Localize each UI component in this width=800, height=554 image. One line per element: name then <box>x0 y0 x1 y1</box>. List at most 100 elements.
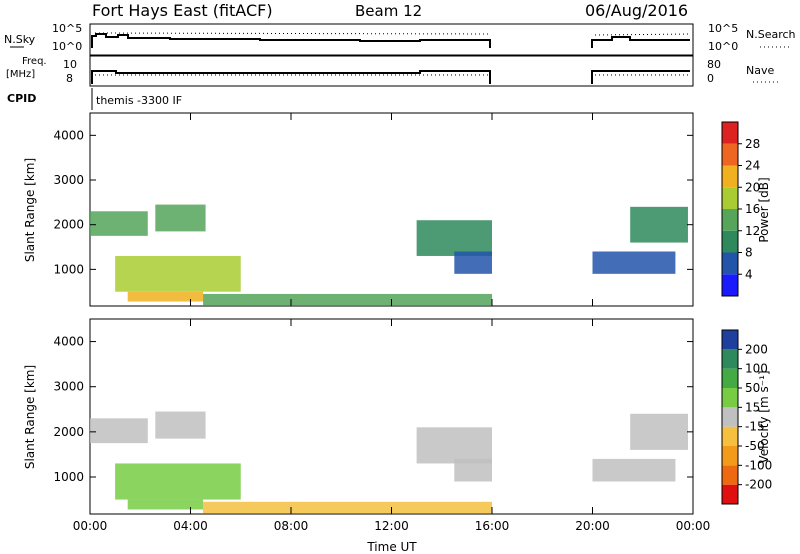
power-colorbar-tick-label: 16 <box>745 202 760 216</box>
velocity-colorbar-tick-label: -200 <box>745 478 772 492</box>
velocity-x-tick-label: 20:00 <box>575 519 610 533</box>
power-y-tick-label: 4000 <box>53 128 84 142</box>
cpid-label: CPID <box>7 92 36 105</box>
nsky-trace <box>91 33 491 48</box>
power-colorbar-segment <box>722 209 738 231</box>
velocity-y-tick-label: 4000 <box>53 335 84 349</box>
freq-tick-8: 8 <box>66 72 73 85</box>
power-echo-region-1 <box>155 204 206 232</box>
nsky-tick-bottom-left: 10^0 <box>52 40 82 53</box>
velocity-y-tick-label: 1000 <box>53 470 84 484</box>
velocity-echo-region-1 <box>155 411 206 439</box>
power-echoes <box>90 204 688 306</box>
velocity-colorbar-tick-label: 200 <box>745 342 768 356</box>
velocity-echo-region-7 <box>592 458 676 482</box>
power-colorbar-label: Power [dB] <box>757 177 771 242</box>
nsearch-label: N.Search <box>746 28 796 41</box>
nsky-tick-top-left: 10^5 <box>52 22 82 35</box>
power-echo-region-4 <box>203 293 492 306</box>
nsky-label: N.Sky <box>4 33 36 46</box>
power-colorbar-tick-label: 8 <box>745 246 753 260</box>
velocity-x-tick-label: 16:00 <box>475 519 510 533</box>
nsky-trace-2 <box>591 36 690 48</box>
nsky-tick-top-right: 10^5 <box>708 22 738 35</box>
nave-tick-0: 0 <box>707 72 714 85</box>
velocity-colorbar-tick-label: -15 <box>745 420 765 434</box>
power-echo-region-8 <box>630 206 688 243</box>
power-colorbar-segment <box>722 165 738 188</box>
velocity-x-ticks: 00:00 04:00 08:00 12:00 16:00 20:00 00:00 <box>73 319 711 533</box>
freq-frame <box>89 55 694 87</box>
velocity-y-ticks: 1000 2000 3000 4000 <box>53 335 693 484</box>
freq-label: Freq. <box>22 56 47 67</box>
velocity-echoes <box>90 411 688 514</box>
velocity-y-label: Slant Range [km] <box>23 365 37 469</box>
velocity-x-tick-label: 00:00 <box>73 519 108 533</box>
plot-title: Fort Hays East (fitACF) <box>92 1 273 20</box>
velocity-y-tick-label: 2000 <box>53 425 84 439</box>
velocity-colorbar-segment <box>722 330 738 350</box>
power-colorbar-segment <box>722 274 738 296</box>
velocity-colorbar-tick-label: -50 <box>745 439 765 453</box>
power-echo-region-5 <box>416 220 492 256</box>
velocity-colorbar: -200 -100 -50 -15 15 50 100 200 <box>721 329 772 505</box>
nsky-frame <box>89 23 694 56</box>
nsky-tick-bottom-right: 10^0 <box>708 40 738 53</box>
velocity-echo-region-4 <box>203 501 492 514</box>
power-y-label: Slant Range [km] <box>23 158 37 262</box>
power-colorbar: 4 8 12 16 20 24 28 <box>721 121 760 297</box>
freq-panel: Freq. [MHz] 10 8 80 0 Nave <box>6 55 780 87</box>
velocity-echo-region-5 <box>416 427 492 464</box>
velocity-y-tick-label: 3000 <box>53 380 84 394</box>
power-colorbar-tick-label: 12 <box>745 224 760 238</box>
power-colorbar-segment <box>722 187 738 209</box>
power-echo-region-0 <box>90 211 148 236</box>
beam-label: Beam 12 <box>355 2 422 20</box>
power-y-tick-label: 2000 <box>53 218 84 232</box>
velocity-x-tick-label: 00:00 <box>676 519 711 533</box>
power-echo-region-7 <box>592 251 676 274</box>
freq-trace <box>91 70 491 84</box>
power-colorbar-segment <box>722 252 738 275</box>
velocity-echo-region-3 <box>127 499 204 510</box>
nave-label: Nave <box>746 64 774 77</box>
power-colorbar-segment <box>722 230 738 253</box>
power-y-tick-label: 3000 <box>53 173 84 187</box>
x-axis-label: Time UT <box>366 540 417 554</box>
velocity-colorbar-label: Velocity [m s⁻¹] <box>757 370 771 463</box>
velocity-echo-region-0 <box>90 418 148 444</box>
velocity-colorbar-segment <box>722 388 738 408</box>
velocity-colorbar-tick-label: 50 <box>745 381 760 395</box>
cpid-text: themis -3300 IF <box>96 94 182 107</box>
freq-trace-2 <box>591 70 690 84</box>
power-colorbar-tick-label: 20 <box>745 180 760 194</box>
freq-tick-10: 10 <box>63 58 77 71</box>
nsky-panel: N.Sky 10^5 10^0 10^5 10^0 N.Search <box>4 22 796 56</box>
power-colorbar-segment <box>722 122 738 144</box>
power-echo-region-3 <box>127 291 204 302</box>
velocity-colorbar-segment <box>722 465 738 485</box>
power-x-ticks <box>89 113 694 306</box>
velocity-x-tick-label: 12:00 <box>374 519 409 533</box>
date-label: 06/Aug/2016 <box>585 1 688 20</box>
power-echo-region-6 <box>454 251 492 274</box>
velocity-colorbar-segment <box>722 426 738 446</box>
velocity-colorbar-tick-label: -100 <box>745 458 772 472</box>
power-colorbar-tick-label: 24 <box>745 159 760 173</box>
velocity-colorbar-tick-label: 15 <box>745 400 760 414</box>
velocity-colorbar-segment <box>722 407 738 427</box>
nsearch-trace <box>94 32 691 36</box>
power-colorbar-segment <box>722 143 738 166</box>
velocity-colorbar-frame <box>721 329 739 505</box>
nave-tick-80: 80 <box>707 58 721 71</box>
velocity-colorbar-segment <box>722 446 738 466</box>
power-echo-region-2 <box>115 255 241 292</box>
power-colorbar-tick-label: 28 <box>745 137 760 151</box>
velocity-colorbar-segment <box>722 368 738 388</box>
velocity-echo-region-2 <box>115 463 241 500</box>
freq-unit: [MHz] <box>6 69 35 80</box>
velocity-echo-region-8 <box>630 413 688 450</box>
velocity-panel: 1000 2000 3000 4000 00:00 04:00 08:00 12:00 16:… <box>23 318 772 533</box>
power-colorbar-tick-label: 4 <box>745 267 753 281</box>
